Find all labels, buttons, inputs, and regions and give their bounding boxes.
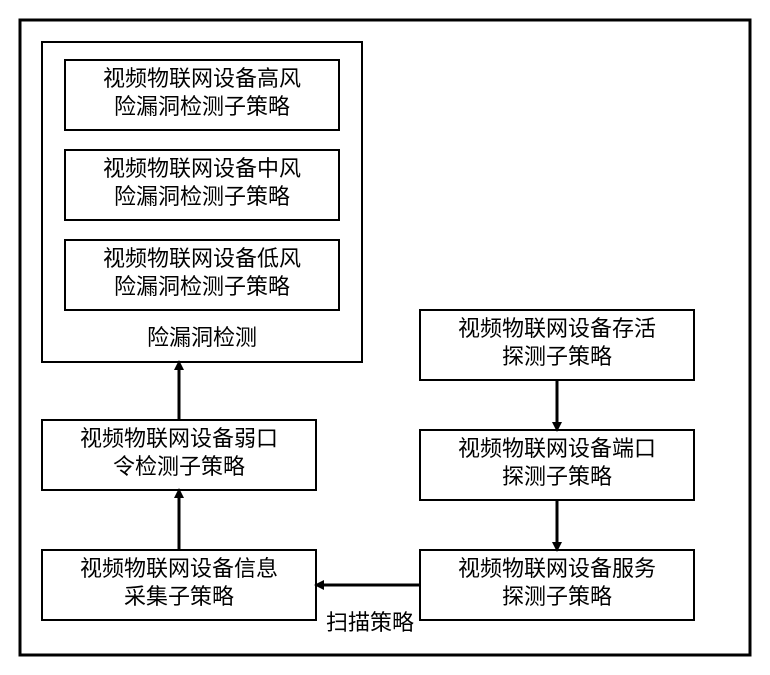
footer-label: 扫描策略	[326, 610, 414, 635]
node-low_risk-line1: 视频物联网设备低风	[103, 246, 301, 271]
node-alive_probe-line1: 视频物联网设备存活	[458, 316, 656, 341]
flowchart-canvas: 险漏洞检测视频物联网设备高风险漏洞检测子策略视频物联网设备中风险漏洞检测子策略视…	[0, 0, 770, 675]
node-mid_risk-line2: 险漏洞检测子策略	[114, 184, 290, 209]
node-info_collect-line2: 采集子策略	[124, 584, 234, 609]
node-service_probe-line1: 视频物联网设备服务	[458, 556, 656, 581]
node-weak_pwd-line2: 令检测子策略	[113, 454, 245, 479]
node-port_probe-line2: 探测子策略	[502, 464, 612, 489]
node-high_risk-line2: 险漏洞检测子策略	[114, 94, 290, 119]
risk-container-caption: 险漏洞检测	[147, 325, 257, 350]
node-alive_probe-line2: 探测子策略	[502, 344, 612, 369]
node-high_risk-line1: 视频物联网设备高风	[103, 66, 301, 91]
node-service_probe-line2: 探测子策略	[502, 584, 612, 609]
node-low_risk-line2: 险漏洞检测子策略	[114, 274, 290, 299]
node-mid_risk-line1: 视频物联网设备中风	[103, 156, 301, 181]
node-info_collect-line1: 视频物联网设备信息	[80, 556, 278, 581]
node-port_probe-line1: 视频物联网设备端口	[458, 436, 656, 461]
node-weak_pwd-line1: 视频物联网设备弱口	[80, 426, 278, 451]
